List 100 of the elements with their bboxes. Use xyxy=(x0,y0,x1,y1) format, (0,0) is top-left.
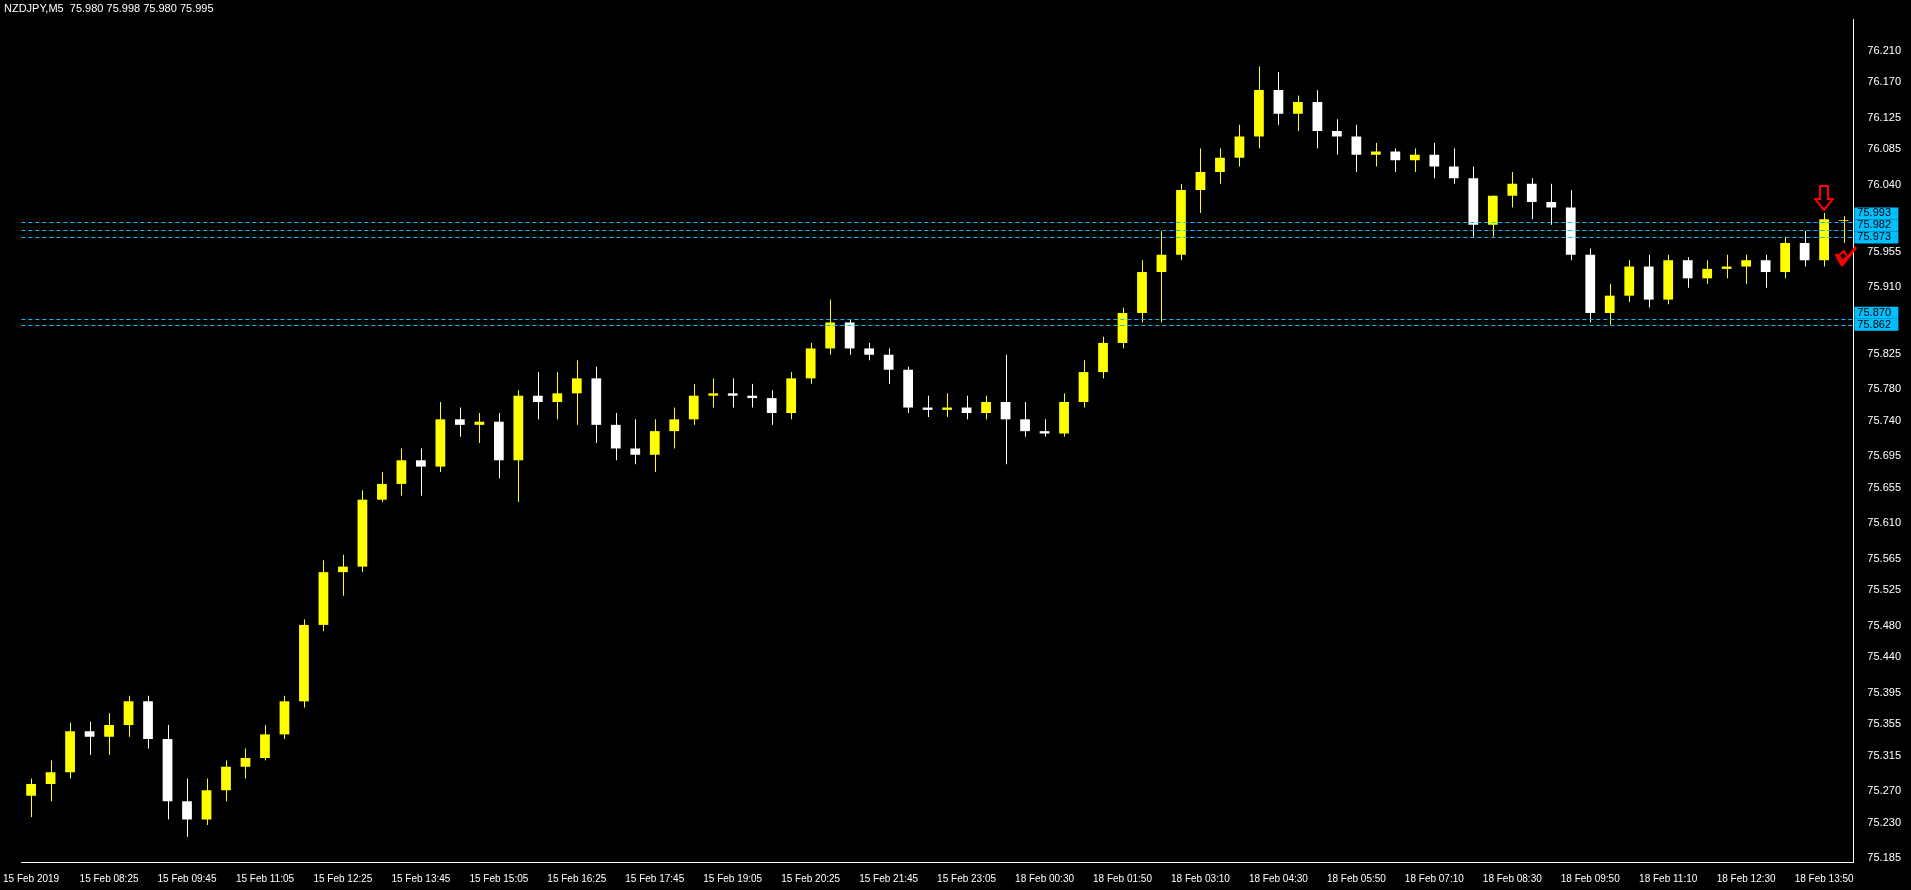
candlestick xyxy=(1215,147,1225,185)
candlestick xyxy=(766,389,777,426)
candlestick xyxy=(1604,283,1615,326)
x-tick-label: 18 Feb 07:10 xyxy=(1404,872,1465,884)
candlestick xyxy=(338,554,348,597)
y-tick-label: 75.695 xyxy=(1867,449,1902,462)
y-tick-label: 75.480 xyxy=(1867,618,1902,631)
candlestick xyxy=(416,447,426,497)
x-tick-label: 15 Feb 17:45 xyxy=(625,872,685,884)
candlestick xyxy=(1429,142,1440,179)
y-tick-label: 76.085 xyxy=(1867,142,1902,155)
candlestick xyxy=(610,412,621,461)
x-tick-label: 18 Feb 11:10 xyxy=(1639,872,1698,884)
candlestick xyxy=(1741,254,1752,285)
x-tick-label: 15 Feb 12:25 xyxy=(313,872,373,884)
candlestick xyxy=(981,395,991,420)
x-tick-label: 18 Feb 01:50 xyxy=(1093,872,1153,884)
x-tick-label: 15 Feb 15:05 xyxy=(469,872,529,884)
y-tick-label: 75.565 xyxy=(1867,551,1902,564)
candlestick xyxy=(1020,401,1030,438)
candlestick xyxy=(630,418,641,465)
y-tick-label: 75.655 xyxy=(1867,480,1902,493)
x-tick-label: 18 Feb 05:50 xyxy=(1326,872,1387,884)
ref-line-label: 75.982 xyxy=(1857,218,1892,231)
y-tick-label: 75.230 xyxy=(1867,815,1902,828)
y-tick-label: 75.185 xyxy=(1867,851,1902,864)
candlestick xyxy=(1000,354,1011,465)
candlestick xyxy=(1682,256,1693,289)
candlestick xyxy=(1838,215,1849,244)
candlestick xyxy=(571,359,582,426)
candlestick xyxy=(883,347,894,385)
x-tick-label: 15 Feb 2019 xyxy=(3,872,60,884)
y-tick-label: 75.270 xyxy=(1867,784,1902,797)
x-tick-label: 15 Feb 08:25 xyxy=(79,872,139,884)
candlestick xyxy=(260,724,270,761)
x-tick-label: 18 Feb 13:50 xyxy=(1794,872,1855,884)
ref-line-label: 75.993 xyxy=(1857,206,1892,219)
x-tick-label: 15 Feb 21:45 xyxy=(859,872,919,884)
x-tick-label: 15 Feb 13:45 xyxy=(391,872,451,884)
x-tick-label: 15 Feb 20:25 xyxy=(781,872,841,884)
y-tick-label: 75.825 xyxy=(1867,346,1902,359)
y-tick-label: 75.440 xyxy=(1867,650,1902,663)
y-tick-label: 75.740 xyxy=(1867,413,1902,426)
candlestick xyxy=(669,407,680,449)
x-tick-label: 18 Feb 09:50 xyxy=(1560,872,1621,884)
candlestick xyxy=(1702,259,1713,285)
ref-line-label: 75.862 xyxy=(1857,317,1892,330)
candlestick xyxy=(123,695,134,738)
candlestick xyxy=(1156,230,1167,323)
candlestick xyxy=(84,721,95,756)
y-tick-label: 75.610 xyxy=(1867,516,1902,529)
candlestick xyxy=(727,377,738,409)
candlestick xyxy=(1507,171,1518,208)
candlestick xyxy=(688,383,699,426)
y-tick-label: 76.210 xyxy=(1867,43,1902,56)
candlestick xyxy=(1273,71,1284,126)
candlestick xyxy=(240,748,251,780)
y-tick-label: 75.910 xyxy=(1867,280,1902,293)
x-tick-label: 18 Feb 04:30 xyxy=(1248,872,1309,884)
y-tick-label: 76.125 xyxy=(1867,110,1902,123)
candlestick xyxy=(1409,147,1420,173)
x-tick-label: 18 Feb 12:30 xyxy=(1716,872,1777,884)
candlestick xyxy=(182,778,192,838)
x-tick-label: 15 Feb 09:45 xyxy=(157,872,217,884)
y-tick-label: 76.040 xyxy=(1867,177,1902,190)
candlestick xyxy=(552,371,563,420)
candlestick xyxy=(1448,147,1459,185)
x-tick-label: 15 Feb 23:05 xyxy=(937,872,997,884)
candlestick xyxy=(1526,177,1537,220)
candlestick xyxy=(1370,142,1381,167)
x-tick-label: 15 Feb 16:25 xyxy=(547,872,607,884)
chart-title: NZDJPY,M5 75.980 75.998 75.980 75.995 xyxy=(4,1,214,14)
candlestick xyxy=(532,371,543,420)
x-tick-label: 15 Feb 19:05 xyxy=(703,872,763,884)
x-tick-label: 18 Feb 08:30 xyxy=(1482,872,1543,884)
candlestick xyxy=(104,712,114,756)
candlestick xyxy=(1332,118,1342,156)
candlestick xyxy=(26,778,36,818)
candlestick xyxy=(454,407,465,438)
x-tick-label: 18 Feb 03:10 xyxy=(1170,872,1231,884)
candlestick xyxy=(474,412,485,444)
candlestick xyxy=(1351,124,1362,173)
y-tick-label: 75.780 xyxy=(1867,382,1902,395)
candlestick xyxy=(1195,147,1206,214)
candlestick xyxy=(221,759,231,802)
candlestick xyxy=(1390,147,1401,173)
y-tick-label: 75.525 xyxy=(1867,583,1902,596)
candlestick xyxy=(377,471,387,503)
candlestick xyxy=(1760,254,1771,289)
candlestick xyxy=(1234,124,1245,167)
candlestick xyxy=(649,418,660,473)
ref-line-label: 75.973 xyxy=(1857,230,1892,243)
candlestick xyxy=(1799,230,1810,268)
x-tick-label: 15 Feb 11:05 xyxy=(235,872,295,884)
candlestick xyxy=(396,447,407,497)
x-tick-label: 18 Feb 00:30 xyxy=(1015,872,1075,884)
candlestick xyxy=(45,759,56,802)
y-tick-label: 75.315 xyxy=(1867,748,1902,761)
candlestick xyxy=(1293,95,1303,132)
y-tick-label: 75.355 xyxy=(1867,717,1902,730)
